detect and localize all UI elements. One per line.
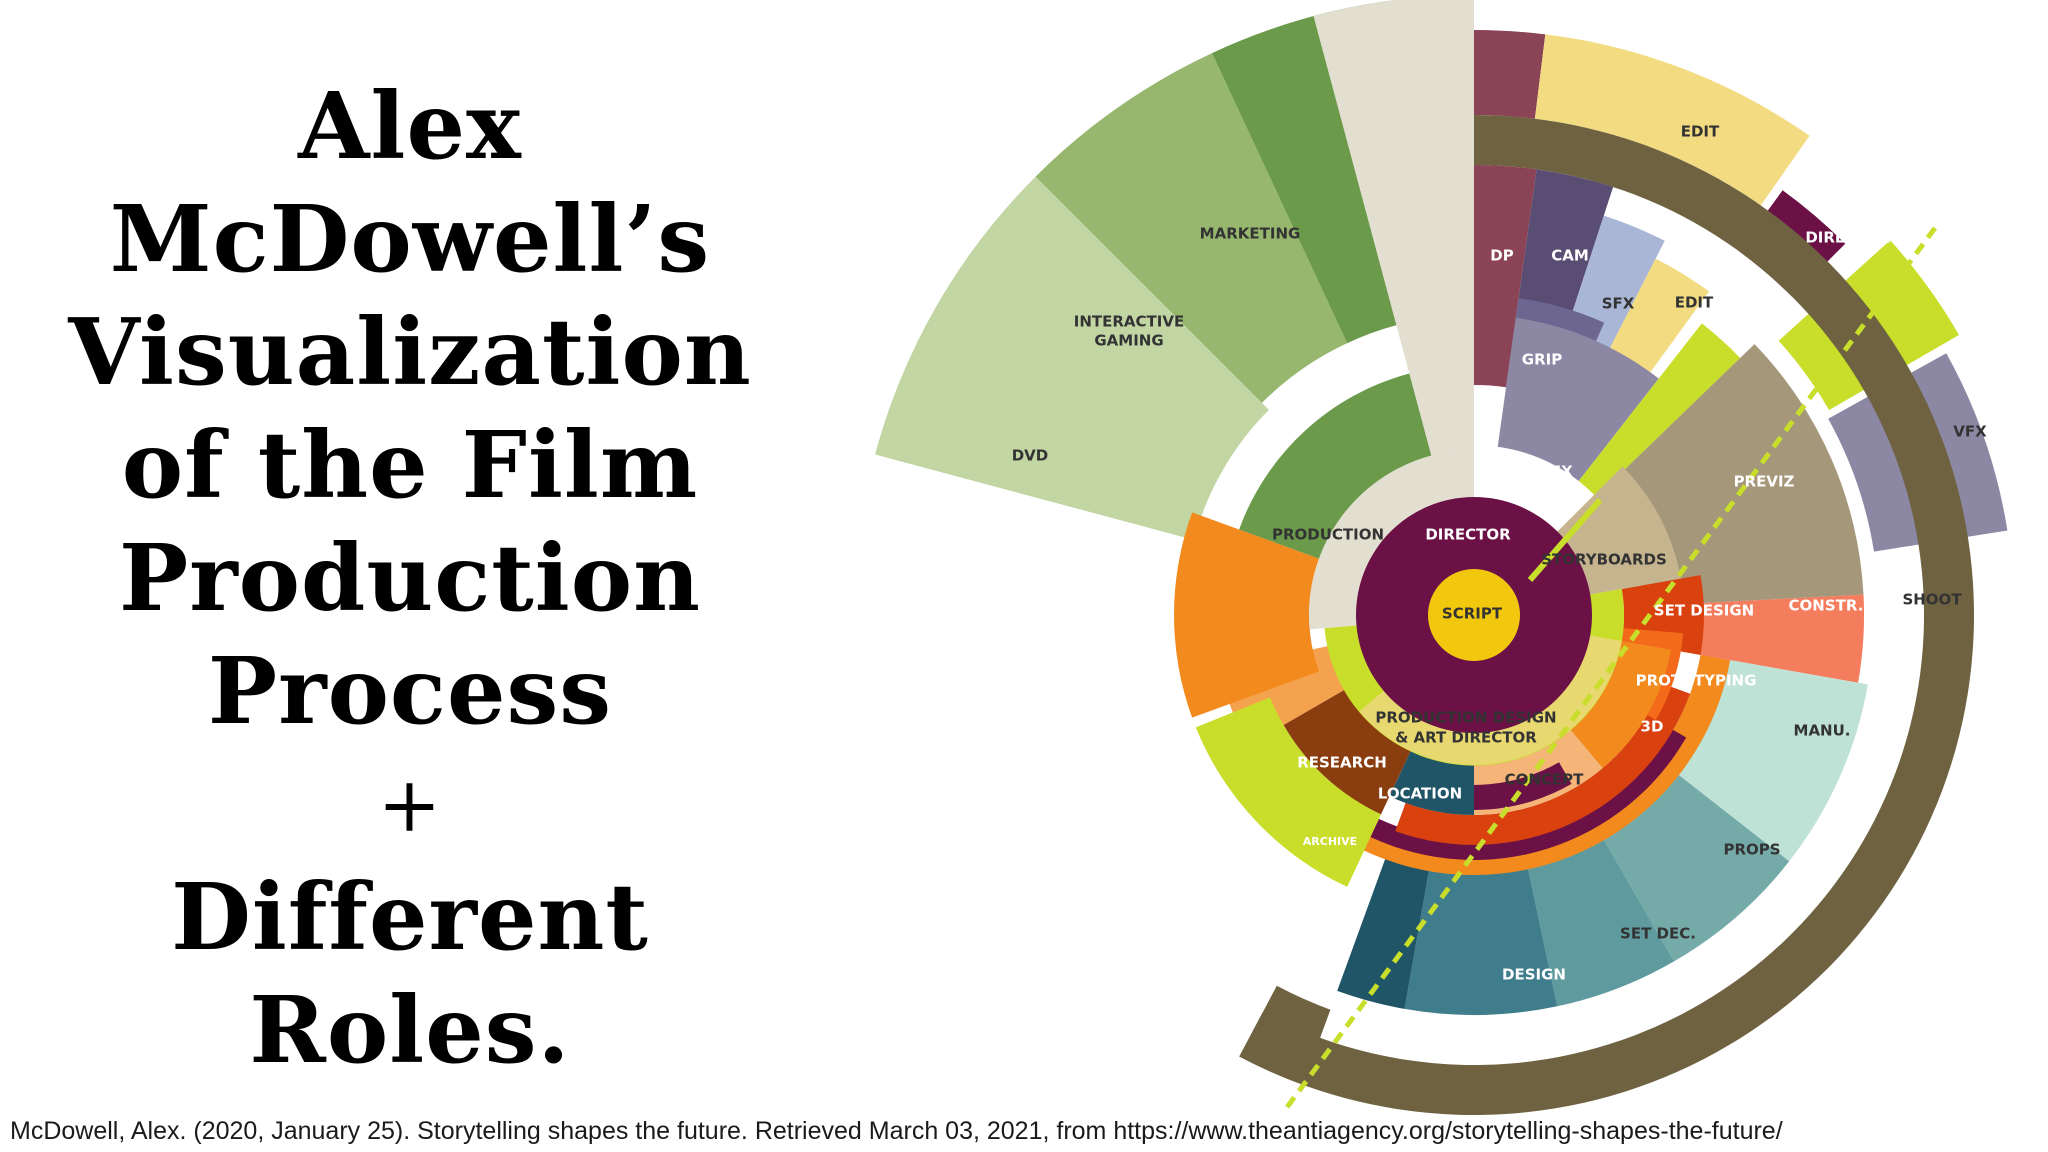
label-gaming: GAMING (1094, 332, 1163, 350)
script-core (1428, 569, 1520, 661)
label-dvd: DVD (1012, 447, 1049, 465)
label-script: SCRIPT (1442, 605, 1503, 623)
label-location: LOCATION (1378, 785, 1462, 803)
interactive-gaming-wedge (1035, 53, 1348, 403)
props-block (1599, 768, 1790, 962)
label-production-design: PRODUCTION DESIGN (1375, 709, 1556, 727)
timeline-dashed-line (1282, 226, 1938, 1112)
label-grip: GRIP (1522, 351, 1562, 369)
title-line: Roles. (249, 976, 571, 1084)
title-line: of the Film (121, 411, 699, 519)
label-director-center: DIRECTOR (1425, 526, 1511, 544)
label-dp: DP (1490, 247, 1513, 265)
label-set-dec: SET DEC. (1620, 925, 1696, 943)
label-edit-outer: EDIT (1681, 123, 1720, 141)
title-line: Process (207, 637, 613, 745)
orange-left-arc (1174, 512, 1319, 718)
label-production: PRODUCTION (1272, 526, 1384, 544)
label-marketing: MARKETING (1200, 225, 1301, 243)
label-storyboards: STORYBOARDS (1541, 551, 1667, 569)
label-design: DESIGN (1502, 966, 1566, 984)
vfx-inner-block (1497, 317, 1659, 481)
diagram-shapes (875, 0, 2008, 1115)
label-shoot: SHOOT (1902, 591, 1962, 609)
label-props: PROPS (1723, 841, 1780, 859)
title-line: Production (119, 524, 701, 632)
constr-block (1680, 594, 1865, 683)
label-cam: CAM (1551, 247, 1589, 265)
label-set-design: SET DESIGN (1654, 602, 1754, 620)
label-prototyping: PROTOTYPING (1636, 672, 1757, 690)
top-rose-block (1474, 30, 1546, 119)
title-line: Alex (298, 72, 522, 180)
dvd-wedge (875, 176, 1269, 540)
archive-lime (1195, 697, 1381, 887)
label-vfx-outer: VFX (1953, 423, 1987, 441)
label-art-director: & ART DIRECTOR (1395, 729, 1537, 747)
label-3d: 3D (1641, 718, 1664, 736)
edit-outer-block (1534, 34, 1810, 206)
manu-block (1671, 658, 1868, 862)
citation: McDowell, Alex. (2020, January 25). Stor… (10, 1117, 1783, 1145)
production-wedge (1313, 0, 1474, 456)
slide-title: Alex McDowell’s Visualization of the Fil… (30, 70, 790, 1087)
title-line: McDowell’s (109, 185, 711, 293)
design-dark-block (1337, 849, 1431, 1009)
green-left-arc (1239, 373, 1432, 559)
title-line: Visualization (68, 298, 752, 406)
label-constr: CONSTR. (1789, 597, 1864, 615)
label-edit-inner: EDIT (1675, 294, 1714, 312)
set-dec-block (1526, 831, 1674, 1007)
diagram-labels: SHOOT EDIT DIRECTOR VFX MARKETING INTERA… (1012, 123, 1987, 984)
shoot-tail (1239, 985, 1331, 1085)
label-manu: MANU. (1794, 722, 1851, 740)
label-archive: ARCHIVE (1303, 835, 1357, 848)
timeline-solid-line (1527, 498, 1603, 582)
lime-diagonal (1578, 323, 1741, 497)
label-vfx-inner: VFX (1539, 463, 1573, 481)
dp-block (1474, 165, 1537, 388)
label-sfx: SFX (1602, 295, 1635, 313)
title-line: Different (171, 863, 649, 971)
title-plus: + (377, 760, 443, 849)
label-previz: PREVIZ (1734, 473, 1795, 491)
label-research: RESEARCH (1297, 754, 1387, 772)
label-concept: CONCEPT (1505, 771, 1585, 789)
label-interactive: INTERACTIVE (1074, 313, 1184, 331)
label-director-outer: DIRECTOR (1805, 229, 1891, 247)
